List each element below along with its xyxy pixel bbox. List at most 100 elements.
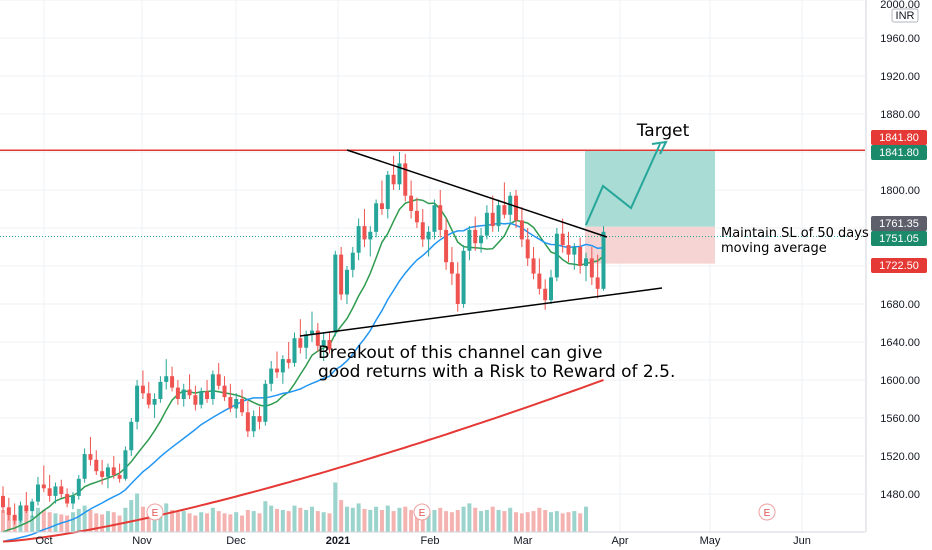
candle-body: [449, 262, 454, 274]
candle-body: [350, 252, 355, 270]
candle-body: [269, 368, 274, 384]
candle-body: [473, 229, 478, 244]
candle-body: [584, 258, 588, 266]
candle-body: [234, 399, 239, 409]
volume-bar: [292, 505, 297, 532]
candle-body: [65, 494, 70, 504]
price-tag-label: 1722.50: [879, 260, 919, 272]
volume-bar: [129, 500, 134, 532]
trend-drawings: [0, 140, 865, 337]
volume-bar: [245, 510, 250, 532]
candle-body: [432, 205, 437, 232]
volume-bar: [549, 512, 554, 532]
time-tick-label: Nov: [132, 535, 152, 547]
earnings-icon: [413, 503, 431, 521]
candle-body: [275, 368, 280, 373]
volume-bar: [414, 512, 419, 532]
sl-note-line2: moving average: [721, 241, 827, 256]
volume-bar: [251, 511, 256, 532]
volume-bar: [76, 508, 81, 532]
volume-bar: [461, 506, 466, 532]
candle-body: [251, 416, 256, 432]
candle-body: [152, 399, 157, 405]
candle-body: [333, 254, 338, 333]
candle-body: [519, 220, 524, 240]
candle-body: [193, 395, 198, 405]
volume-bar: [385, 505, 390, 532]
candle-body: [129, 421, 134, 451]
candle-body: [403, 163, 408, 196]
candle-body: [76, 478, 81, 496]
candles: [1, 152, 606, 525]
price-tick-label: 1920.00: [880, 71, 920, 83]
volume-bar: [525, 512, 530, 532]
candle-body: [496, 205, 501, 227]
channel-note-line1: Breakout of this channel can give: [318, 343, 603, 363]
time-axis[interactable]: Oct Nov Dec 2021 Feb Mar Apr May Jun: [0, 531, 865, 547]
volume-bar: [362, 508, 367, 532]
volume-bar: [47, 512, 52, 532]
candle-body: [18, 505, 23, 521]
candle-body: [595, 277, 600, 289]
volume-bar: [572, 511, 577, 532]
candle-body: [205, 391, 210, 399]
candle-body: [426, 231, 431, 240]
volume-bar: [280, 510, 285, 532]
volume-bar: [537, 507, 542, 532]
candle-body: [216, 374, 221, 386]
target-arrowhead: [651, 140, 668, 155]
volume-bar: [315, 511, 320, 532]
candle-body: [409, 195, 414, 211]
candle-body: [560, 233, 565, 246]
candle-body: [327, 340, 332, 350]
price-tick-label: 1960.00: [880, 33, 920, 45]
candle-body: [543, 288, 548, 301]
volume-bar: [123, 507, 128, 532]
price-tag-label: 1841.80: [879, 132, 919, 144]
upper-trendline: [346, 149, 608, 238]
lower-trendline: [299, 287, 663, 337]
candle-body: [199, 391, 204, 405]
candle-body: [53, 486, 58, 496]
volume-bar: [234, 512, 239, 532]
candle-body: [263, 383, 268, 422]
candle-body: [240, 399, 245, 413]
currency-label: INR: [896, 10, 915, 22]
volume-bar: [502, 511, 507, 532]
price-tag-label: 1761.35: [879, 218, 919, 230]
volume-bar: [344, 506, 349, 532]
candle-body: [566, 245, 571, 255]
candle-body: [245, 412, 250, 432]
price-axis-bg: [866, 0, 932, 550]
candle-body: [6, 507, 11, 515]
price-tick-label: 1520.00: [880, 451, 920, 463]
ma-50-line: [2, 222, 604, 543]
volume-bar: [368, 510, 373, 532]
volume-bar: [379, 510, 384, 532]
candle-body: [30, 501, 35, 512]
candle-body: [490, 212, 495, 227]
price-axis[interactable]: 1480.00 1520.00 1560.00 1600.00 1640.00 1680.…: [865, 0, 932, 550]
candle-body: [187, 389, 192, 396]
time-tick-label: Dec: [226, 535, 246, 547]
volume-bar: [94, 513, 99, 532]
volume-bar: [158, 507, 163, 532]
volume-bar: [1, 510, 5, 532]
candle-body: [140, 385, 145, 394]
candle-body: [309, 330, 314, 335]
volume-bar: [175, 512, 180, 532]
candle-body: [601, 231, 606, 289]
volume-bar: [41, 510, 46, 532]
candle-body: [461, 250, 466, 304]
volume-bar: [298, 507, 303, 532]
volume-bar: [455, 510, 460, 532]
target-label: Target: [636, 121, 690, 141]
target-zone: [585, 150, 715, 227]
volume-bar: [70, 512, 75, 532]
candle-body: [374, 203, 379, 232]
volume-bar: [240, 515, 245, 532]
ma-short-line: [2, 198, 604, 533]
